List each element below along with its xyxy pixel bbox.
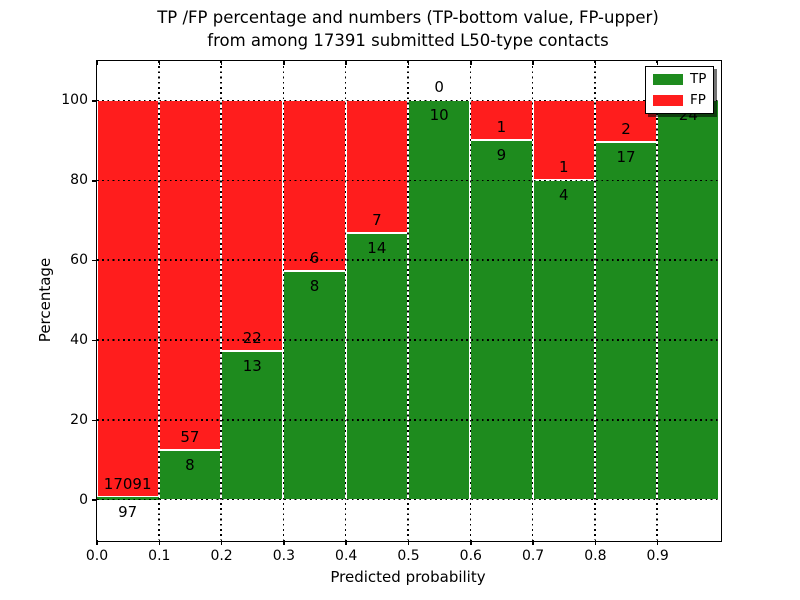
y-tick-label: 100 — [61, 92, 88, 109]
y-tick-label: 20 — [70, 411, 88, 428]
chart-title-line1: TP /FP percentage and numbers (TP-bottom… — [157, 8, 659, 27]
bar-count-fp: 17091 — [103, 475, 152, 494]
bar-count-tp: 17 — [616, 148, 636, 167]
x-tick-top — [158, 61, 161, 65]
bar-segment-tp — [221, 351, 284, 500]
x-tick-label: 0.8 — [584, 548, 607, 564]
gridline-vertical — [158, 60, 160, 540]
x-tick-top — [345, 61, 347, 65]
legend: TP FP — [645, 66, 715, 114]
x-axis-title: Predicted probability — [330, 568, 486, 586]
x-tick-label: 0.5 — [397, 548, 420, 564]
x-tick-label: 0.0 — [85, 548, 109, 564]
x-tick-top — [96, 61, 98, 65]
x-tick-label: 0.7 — [521, 548, 545, 564]
x-tick-bottom — [345, 540, 347, 545]
tp-legend-label: TP — [690, 71, 707, 87]
x-tick-bottom — [532, 540, 534, 545]
bar-count-fp: 1 — [496, 118, 507, 137]
x-tick-top — [283, 61, 285, 65]
bar-segment-fp — [283, 100, 346, 272]
tp-legend-swatch — [653, 74, 683, 85]
bar-count-fp: 1 — [558, 158, 569, 177]
bar-segment-tp — [657, 100, 720, 500]
gridline-vertical — [407, 60, 409, 540]
x-tick-bottom — [158, 540, 161, 545]
fp-legend-swatch — [653, 95, 683, 106]
y-tick-left — [92, 339, 97, 342]
bar-count-fp: 22 — [242, 329, 262, 348]
chart-title-line2: from among 17391 submitted L50-type cont… — [207, 31, 609, 50]
gridline-vertical — [282, 60, 285, 540]
legend-item-tp: TP — [653, 71, 707, 87]
x-tick-bottom — [594, 540, 597, 545]
y-tick-left — [92, 180, 97, 182]
bar-count-tp: 4 — [558, 186, 569, 205]
bar-count-tp: 8 — [309, 277, 320, 296]
bar-segment-tp — [345, 233, 408, 500]
gridline-vertical — [344, 60, 347, 540]
bar-segment-fp — [158, 100, 222, 451]
bar-count-tp: 97 — [118, 503, 138, 522]
bar-count-fp: 0 — [434, 78, 444, 97]
bar-segment-tp — [283, 271, 346, 500]
y-tick-label: 60 — [70, 252, 88, 269]
bar-count-tp: 9 — [496, 146, 507, 165]
gridline-vertical — [469, 60, 472, 540]
x-tick-bottom — [470, 540, 472, 545]
plot-area: 17091 97 57 8 22 13 6 8 7 14 0 10 1 9 1 4 2 17 24 — [95, 59, 722, 542]
x-tick-bottom — [407, 540, 410, 545]
fp-legend-label: FP — [690, 92, 706, 108]
bar-count-tp: 14 — [367, 239, 387, 258]
bar-count-tp: 8 — [185, 456, 195, 475]
chart-title: TP /FP percentage and numbers (TP-bottom… — [157, 6, 659, 52]
y-tick-label: 40 — [70, 331, 88, 348]
bar-count-fp: 7 — [372, 211, 382, 230]
bar-segment-tp — [594, 142, 658, 500]
x-tick-top — [407, 61, 410, 65]
x-tick-top — [594, 61, 597, 65]
x-tick-label: 0.2 — [210, 548, 233, 564]
bar-count-tp: 10 — [429, 106, 449, 125]
bar-segment-tp — [470, 140, 533, 500]
y-tick-left — [92, 499, 97, 501]
x-tick-label: 0.4 — [335, 548, 358, 564]
y-tick-label: 80 — [70, 172, 88, 189]
gridline-vertical — [531, 60, 534, 540]
x-tick-bottom — [220, 540, 223, 545]
y-tick-left — [92, 419, 97, 421]
x-tick-top — [532, 61, 534, 65]
gridline-vertical — [656, 60, 658, 540]
x-tick-label: 0.1 — [148, 548, 171, 564]
y-tick-label: 0 — [79, 491, 88, 508]
x-tick-label: 0.3 — [272, 548, 296, 564]
x-tick-top — [220, 61, 223, 65]
y-axis-title: Percentage — [36, 257, 54, 343]
bar-count-fp: 6 — [309, 249, 320, 268]
gridline-vertical — [220, 60, 222, 540]
x-tick-top — [656, 61, 659, 65]
bar-segment-tp — [408, 100, 471, 500]
bar-count-fp: 2 — [621, 120, 631, 139]
x-tick-bottom — [96, 540, 98, 545]
bar-segment-tp — [96, 497, 159, 500]
y-tick-left — [92, 100, 97, 102]
x-tick-top — [470, 61, 472, 65]
x-tick-label: 0.9 — [646, 548, 669, 564]
y-tick-left — [92, 259, 97, 262]
x-tick-bottom — [283, 540, 285, 545]
bar-count-fp: 57 — [180, 428, 200, 447]
legend-item-fp: FP — [653, 92, 706, 108]
gridline-vertical — [594, 60, 596, 540]
bar-count-tp: 13 — [242, 357, 262, 376]
bar-segment-fp — [221, 100, 284, 352]
x-tick-bottom — [656, 540, 659, 545]
bar-segment-fp — [96, 100, 159, 498]
x-tick-label: 0.6 — [459, 548, 482, 564]
